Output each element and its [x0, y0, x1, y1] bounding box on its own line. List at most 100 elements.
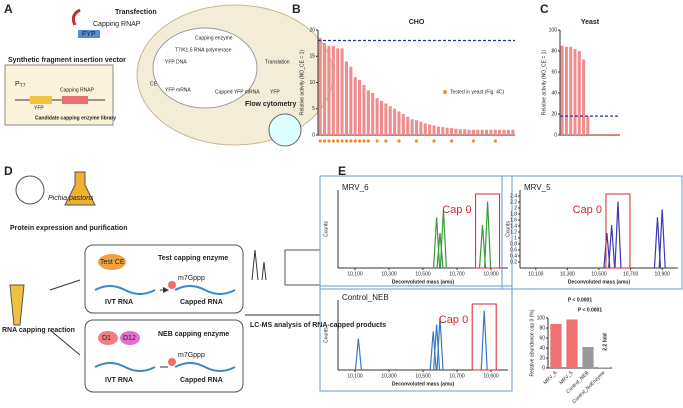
bar — [318, 37, 322, 135]
bar — [489, 129, 493, 135]
bar — [344, 61, 348, 135]
spectrum-title: Control_NEB — [342, 293, 389, 302]
y-tick-label: 0 — [542, 365, 545, 371]
y-tick-label: 0.2 — [510, 259, 517, 265]
vector-yfp — [30, 96, 52, 104]
bar — [599, 133, 603, 135]
bar — [388, 106, 392, 135]
bar — [445, 127, 449, 135]
label: Test CE — [100, 259, 125, 266]
bar — [607, 133, 611, 135]
label: Capping RNAP — [93, 21, 141, 28]
y-axis-label: Counts — [323, 327, 329, 343]
bar — [502, 129, 506, 135]
cap — [168, 358, 176, 366]
annotation: Cap 0 — [439, 314, 468, 326]
y-tick-label: 1 — [514, 235, 517, 241]
tested-marker — [493, 139, 497, 143]
peak — [614, 201, 622, 269]
bar — [323, 43, 327, 135]
annotation: Cap 0 — [573, 204, 602, 216]
cap — [168, 281, 176, 289]
bar — [410, 119, 414, 135]
test-box — [84, 244, 244, 314]
bar — [336, 48, 340, 135]
label: YFP — [270, 89, 280, 95]
cap-box — [475, 193, 501, 269]
bar — [436, 126, 440, 135]
tube — [9, 284, 25, 326]
label: RNA capping reaction — [2, 327, 75, 334]
label: D1 — [102, 335, 111, 342]
annotation: P < 0.0001 — [578, 307, 602, 313]
bar — [432, 125, 436, 135]
mini-spectrum — [251, 249, 267, 281]
y-tick-label: 80 — [551, 48, 557, 54]
label: m7Gppp — [178, 275, 205, 282]
tested-marker — [327, 139, 331, 143]
y-tick-label: 2 — [514, 205, 517, 211]
label: Capped RNA — [180, 377, 223, 384]
y-tick-label: 100 — [537, 315, 546, 321]
rna — [94, 362, 156, 372]
tested-marker — [384, 139, 388, 143]
tested-marker — [336, 139, 340, 143]
y-tick-label: 80 — [539, 325, 545, 331]
bar — [366, 90, 370, 135]
label: FYP — [82, 31, 96, 38]
tested-marker — [471, 139, 476, 143]
bar — [476, 129, 480, 135]
vector-rnap — [62, 96, 88, 104]
label: Translation — [265, 59, 290, 65]
bar — [327, 45, 331, 135]
bar — [353, 77, 357, 135]
peak — [436, 317, 444, 371]
bar — [485, 129, 489, 135]
label: Pichia pastoris — [48, 195, 94, 202]
spectrum-title: MRV_6 — [342, 183, 369, 192]
x-tick-label: 10,700 — [623, 271, 639, 277]
bar — [393, 108, 397, 135]
y-tick-label: 2.2 — [510, 199, 517, 205]
tested-marker — [357, 139, 362, 143]
annotation: Cap 0 — [442, 204, 471, 216]
label: LC-MS analysis of RNA-capped products — [250, 322, 386, 329]
bar — [428, 124, 432, 135]
bar — [379, 100, 384, 135]
spectrum-title: MRV_5 — [524, 183, 551, 192]
x-tick-label: 10,100 — [347, 271, 363, 277]
x-tick-label: 10,100 — [528, 271, 544, 277]
x-tick-label: 10,300 — [560, 271, 576, 277]
chart-title: Yeast — [581, 19, 600, 26]
tested-marker — [344, 139, 349, 143]
y-tick-label: 2.4 — [510, 193, 517, 199]
bar — [471, 129, 475, 135]
bar — [397, 111, 401, 135]
tested-marker — [322, 139, 327, 143]
tested-marker — [318, 139, 322, 143]
bar — [582, 59, 586, 135]
bar — [419, 121, 423, 135]
peak — [429, 331, 437, 371]
bar — [401, 114, 405, 135]
y-tick-label: 20 — [551, 111, 557, 117]
label: T7 — [20, 83, 26, 89]
label: CE — [150, 81, 158, 87]
peak — [653, 217, 662, 269]
panel-label: B — [292, 2, 301, 16]
spectrum-frame — [319, 175, 513, 290]
tested-marker — [432, 139, 436, 143]
label: YFP — [34, 105, 44, 111]
nucleus — [152, 27, 258, 109]
x-tick-label: 10,500 — [415, 271, 431, 277]
bar — [506, 129, 510, 135]
spectrum-frame — [319, 285, 513, 392]
bar — [406, 116, 410, 135]
tested-marker — [362, 139, 366, 143]
label: P — [15, 81, 20, 88]
test-ce-blob — [98, 254, 126, 270]
x-tick-label: 10,900 — [483, 373, 499, 379]
bar — [362, 85, 366, 135]
x-tick-label: 10,300 — [381, 373, 397, 379]
